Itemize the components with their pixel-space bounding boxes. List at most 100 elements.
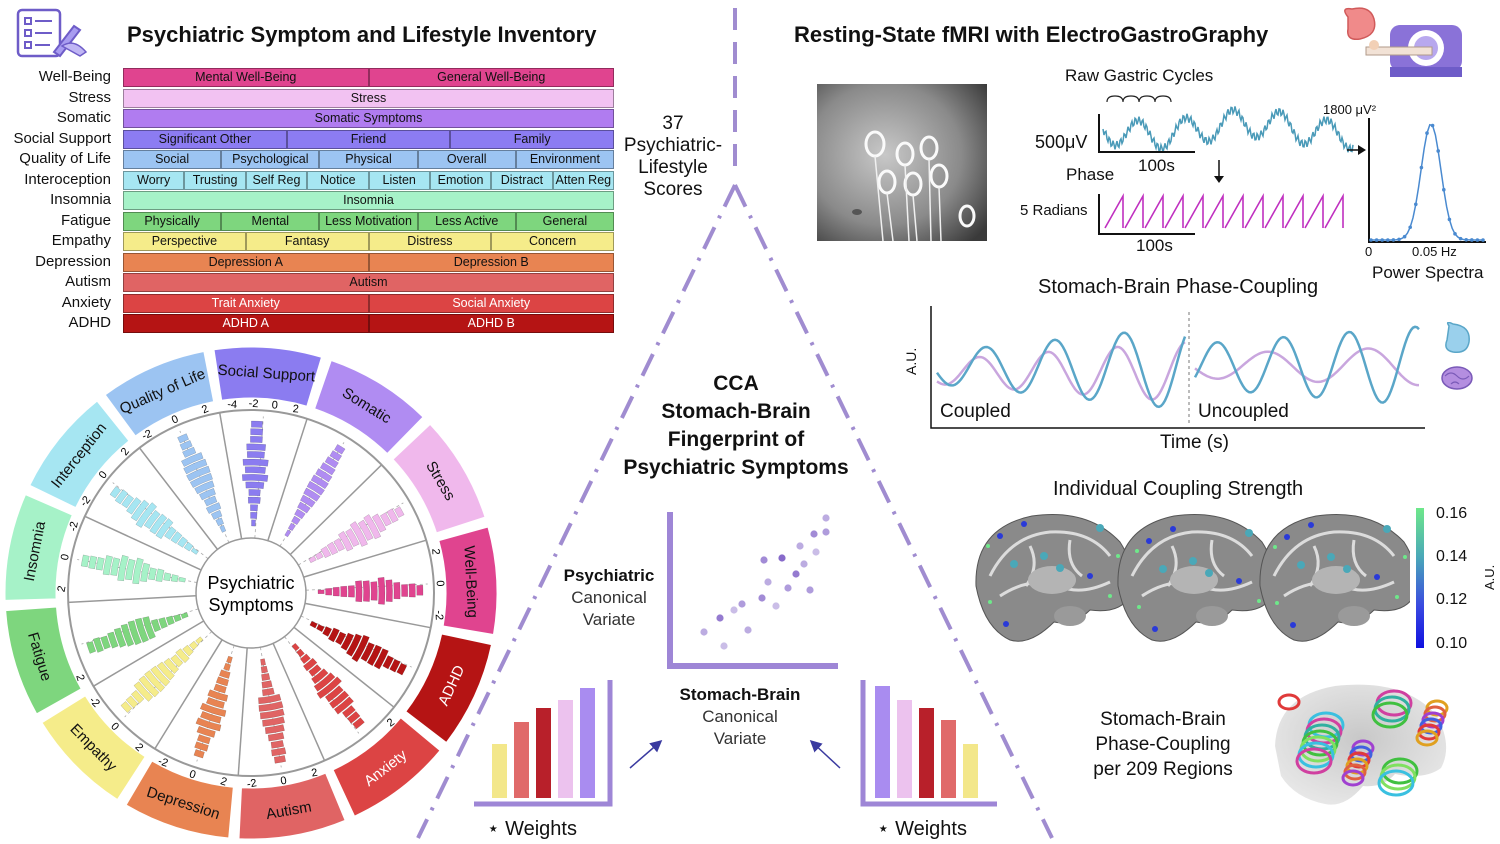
histogram-bar <box>195 717 222 732</box>
inventory-row-label: Anxiety <box>61 293 111 311</box>
inventory-segment: Worry <box>123 170 185 190</box>
histogram-bar <box>113 627 127 648</box>
histogram-bar <box>193 749 205 759</box>
cca-title-line-4: Psychiatric Symptoms <box>623 456 849 479</box>
atlas-region <box>1415 729 1439 747</box>
atlas-region <box>1377 769 1415 797</box>
brain-slice <box>1259 513 1410 642</box>
histogram-bar <box>246 451 265 459</box>
coupling-blob <box>1327 553 1335 561</box>
scores-line-3: Scores <box>643 179 703 200</box>
histogram-bar <box>311 668 329 685</box>
histogram-bar <box>100 635 111 650</box>
histogram-bar <box>199 710 222 724</box>
histogram-bar <box>370 581 378 601</box>
histogram-bar <box>164 526 177 540</box>
sector-tick: 0 <box>271 399 278 411</box>
histogram-bar <box>92 637 104 653</box>
power-x1: 0.05 Hz <box>1412 244 1457 259</box>
sector-divider <box>93 620 205 687</box>
histogram-bar <box>357 519 374 541</box>
power-point <box>1430 123 1435 128</box>
histogram-bar <box>296 648 305 658</box>
histogram-bar <box>121 494 135 509</box>
histogram-bar <box>242 458 269 467</box>
sector-tick: 0 <box>59 553 72 561</box>
histogram-bar <box>341 704 356 719</box>
histogram-bar <box>182 644 194 657</box>
histogram-bar <box>326 541 339 556</box>
coupling-blob <box>1137 605 1141 609</box>
histogram-bar <box>271 747 287 757</box>
sector-tick: -2 <box>246 777 258 790</box>
psych-line-3: Variate <box>582 610 636 629</box>
histogram-bar <box>190 547 199 555</box>
histogram-bar <box>95 557 105 571</box>
cca-title-line-1: CCA <box>713 372 759 395</box>
histogram-bar <box>183 458 208 475</box>
histogram-bar <box>173 614 182 623</box>
histogram-bar <box>126 497 142 515</box>
circle-center <box>195 537 307 649</box>
cca-dot <box>784 584 792 592</box>
sector-tick: 2 <box>73 673 86 682</box>
histogram-bar <box>340 585 348 598</box>
histogram-bar <box>219 524 227 533</box>
histogram-bar <box>324 685 344 703</box>
sector-band <box>213 346 323 407</box>
inventory-bar: Social Psychological Physical Overall Enviro… <box>123 150 615 169</box>
histogram-bar <box>188 640 199 651</box>
histogram-bar <box>259 708 285 720</box>
histogram-bar <box>352 717 365 730</box>
sector-band <box>438 526 498 636</box>
scores-line-1: Psychiatric- <box>623 135 723 156</box>
coupling-blob <box>1116 554 1120 558</box>
histogram-bar <box>178 576 186 583</box>
histogram-bar <box>163 657 180 674</box>
coupling-blob <box>1297 561 1305 569</box>
histogram-bar <box>150 665 171 687</box>
coupling-ylabel: A.U. <box>903 347 919 375</box>
sector-tick: -2 <box>140 428 154 443</box>
sector-divider <box>68 595 197 604</box>
histogram-bar <box>316 676 342 700</box>
circle-center-label: Symptoms <box>208 595 293 615</box>
histogram-bar <box>314 551 324 560</box>
coupling-blob <box>1308 522 1314 528</box>
coupling-blob <box>1152 626 1158 632</box>
power-point <box>1397 237 1401 242</box>
cca-dot <box>758 594 766 602</box>
sector-tick: 0 <box>170 413 180 426</box>
power-point <box>1374 238 1379 242</box>
inventory-segment: Self Reg <box>245 170 308 190</box>
cca-dot <box>772 602 780 610</box>
histogram-bar <box>302 657 318 672</box>
inventory-segment: Stress <box>123 88 614 108</box>
sector-band <box>238 772 346 840</box>
inventory-segment: Listen <box>368 170 430 190</box>
inventory-row-label: Autism <box>65 273 111 290</box>
coupling-blob <box>1205 569 1213 577</box>
inventory-row-label: ADHD <box>68 314 111 331</box>
brain-slices <box>975 513 1410 642</box>
histogram-bar <box>127 620 142 646</box>
inventory-bar: Physically Mental Less Motivation Less Acti… <box>123 211 615 231</box>
inventory-segment: Atten Reg <box>552 170 614 190</box>
inventory-bar: Worry Trusting Self Reg Notice Listen Emotion… <box>123 170 614 190</box>
histogram-bar <box>194 741 209 752</box>
histogram-bar <box>189 472 213 488</box>
inventory-segment: Psychological <box>221 150 320 169</box>
inventory-row-label: Well-Being <box>38 68 111 85</box>
histogram-bar <box>309 620 318 629</box>
fmri-title: Resting-State fMRI with ElectroGastroGra… <box>794 22 1269 47</box>
inventory-segment: Physically <box>123 211 222 231</box>
colorbar-tick-2: 0.14 <box>1436 548 1468 565</box>
histogram-bar <box>262 716 286 727</box>
raw-gastric-label: Raw Gastric Cycles <box>1065 66 1214 85</box>
histogram-bar <box>142 616 156 640</box>
sector-tick: 2 <box>219 775 229 788</box>
regions-line-3: per 209 Regions <box>1093 759 1233 780</box>
inventory-segment: Mental <box>221 211 320 231</box>
histogram-bar <box>320 545 332 559</box>
histogram-bar <box>88 555 98 570</box>
